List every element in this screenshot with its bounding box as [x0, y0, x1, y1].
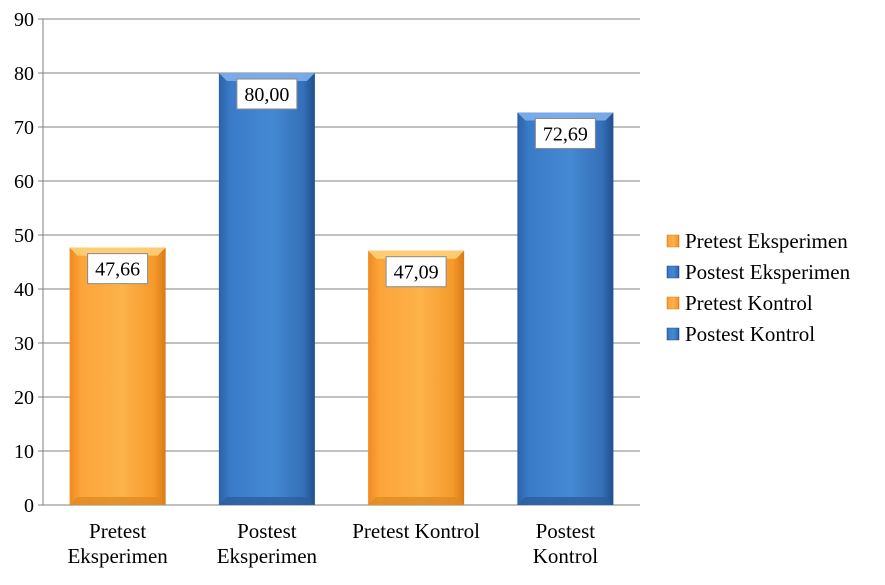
y-tick-label: 0	[24, 495, 34, 517]
x-tick-label: Kontrol	[533, 544, 598, 568]
legend-label: Pretest Eksperimen	[685, 229, 848, 253]
y-tick-label: 40	[14, 279, 34, 301]
legend-item: Postest Kontrol	[666, 322, 815, 346]
bar-bottom-bevel	[368, 497, 465, 505]
bar	[368, 250, 465, 505]
data-label-box	[385, 256, 447, 288]
data-label: 47,09	[394, 262, 439, 284]
legend-swatch	[666, 327, 680, 341]
y-tick-label: 90	[14, 9, 34, 31]
data-label: 80,00	[244, 84, 289, 106]
data-label-box	[236, 78, 298, 110]
y-tick-label: 10	[14, 441, 34, 463]
bar-bottom-bevel	[218, 497, 315, 505]
y-tick-label: 50	[14, 225, 34, 247]
legend-label: Postest Kontrol	[685, 322, 815, 346]
x-tick-label: Postest	[237, 519, 297, 543]
x-tick-label: Eksperimen	[67, 544, 168, 568]
bar-body	[69, 247, 166, 506]
legend-label: Pretest Kontrol	[685, 291, 813, 315]
bar	[218, 73, 315, 505]
legend-item: Postest Eksperimen	[666, 260, 851, 284]
x-tick-label: Pretest	[89, 519, 146, 543]
x-tick-label: Pretest Kontrol	[352, 519, 480, 543]
data-label: 47,66	[95, 259, 140, 281]
legend-swatch	[666, 265, 680, 279]
y-tick-label: 30	[14, 333, 34, 355]
bar-body	[368, 250, 465, 505]
y-tick-label: 60	[14, 171, 34, 193]
legend-label: Postest Eksperimen	[685, 260, 851, 284]
data-label-box	[87, 253, 149, 285]
bar	[517, 112, 614, 505]
y-tick-label: 20	[14, 387, 34, 409]
legend-swatch	[666, 296, 680, 310]
data-label: 72,69	[543, 123, 588, 145]
bar-bottom-bevel	[69, 497, 166, 505]
y-tick-label: 80	[14, 63, 34, 85]
bar-bottom-bevel	[517, 497, 614, 505]
bar-body	[517, 112, 614, 505]
bar-body	[218, 73, 315, 505]
data-label-box	[534, 117, 596, 149]
x-tick-label: Postest	[536, 519, 596, 543]
legend-item: Pretest Eksperimen	[666, 229, 848, 253]
x-tick-label: Eksperimen	[217, 544, 318, 568]
legend-swatch	[666, 234, 680, 248]
y-tick-label: 70	[14, 117, 34, 139]
bar	[69, 247, 166, 506]
legend-item: Pretest Kontrol	[666, 291, 813, 315]
